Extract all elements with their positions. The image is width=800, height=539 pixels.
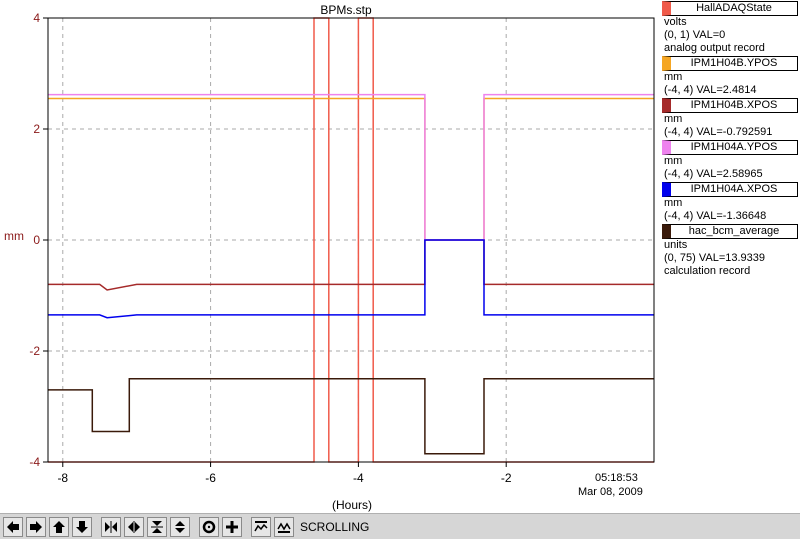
y-tick-label: -4 <box>29 455 40 469</box>
y-axis-label: mm <box>4 229 24 243</box>
legend-record: analog output record <box>664 42 765 54</box>
legend-units: mm <box>664 113 683 125</box>
series-line-hac-bcm-average <box>48 378 654 455</box>
legend-units: mm <box>664 155 683 167</box>
zoom-in-icon[interactable] <box>222 516 242 537</box>
arrow-right-icon[interactable] <box>26 516 46 537</box>
legend-units: volts <box>664 16 687 28</box>
time-readout: 05:18:53 <box>595 472 638 484</box>
legend-name: IPM1H04B.XPOS <box>662 98 798 113</box>
legend-range: (-4, 4) VAL=-1.36648 <box>664 210 767 222</box>
date-readout: Mar 08, 2009 <box>578 486 643 498</box>
chart-title: BPMs.stp <box>320 3 372 17</box>
toolbar: SCROLLING <box>0 513 800 539</box>
expand-horizontal-icon[interactable] <box>124 516 144 537</box>
series-line-ipm1h04b-ypos <box>48 97 654 241</box>
y-tick-label: 2 <box>33 122 40 136</box>
legend: HallADAQState volts (0, 1) VAL=0 analog … <box>660 0 800 278</box>
arrow-left-icon[interactable] <box>3 516 23 537</box>
compress-horizontal-icon[interactable] <box>101 516 121 537</box>
legend-name: IPM1H04A.YPOS <box>662 140 798 155</box>
legend-units: mm <box>664 197 683 209</box>
legend-entry-ipm1h04b-xpos[interactable]: IPM1H04B.XPOS mm (-4, 4) VAL=-0.792591 <box>660 98 800 139</box>
legend-name: IPM1H04B.YPOS <box>662 56 798 71</box>
compress-vertical-icon[interactable] <box>147 516 167 537</box>
legend-name: IPM1H04A.XPOS <box>662 182 798 197</box>
series-line-ipm1h04a-ypos <box>48 93 654 241</box>
scroll-mode-icon[interactable] <box>274 516 294 537</box>
legend-name: HallADAQState <box>662 1 798 16</box>
arrow-up-icon[interactable] <box>49 516 69 537</box>
expand-vertical-icon[interactable] <box>170 516 190 537</box>
legend-entry-ipm1h04a-ypos[interactable]: IPM1H04A.YPOS mm (-4, 4) VAL=2.58965 <box>660 140 800 181</box>
legend-entry-ipm1h04b-ypos[interactable]: IPM1H04B.YPOS mm (-4, 4) VAL=2.4814 <box>660 56 800 97</box>
legend-record: calculation record <box>664 265 751 277</box>
legend-range: (0, 75) VAL=13.9339 <box>664 252 766 264</box>
legend-name: hac_bcm_average <box>662 224 798 239</box>
x-tick-label: -4 <box>353 471 364 485</box>
x-tick-label: -6 <box>205 471 216 485</box>
series-line-ipm1h04b-xpos <box>48 239 654 291</box>
y-tick-label: -2 <box>29 344 40 358</box>
legend-units: mm <box>664 71 683 83</box>
x-tick-label: -8 <box>57 471 68 485</box>
x-axis-label: (Hours) <box>332 498 372 512</box>
legend-range: (0, 1) VAL=0 <box>664 29 726 41</box>
legend-range: (-4, 4) VAL=-0.792591 <box>664 126 773 138</box>
legend-entry-hac-bcm-average[interactable]: hac_bcm_average units (0, 75) VAL=13.933… <box>660 224 800 278</box>
arrow-down-icon[interactable] <box>72 516 92 537</box>
legend-range: (-4, 4) VAL=2.4814 <box>664 84 757 96</box>
legend-entry-hallaqdaqstate[interactable]: HallADAQState volts (0, 1) VAL=0 analog … <box>660 1 800 55</box>
autoscale-icon[interactable] <box>251 516 271 537</box>
legend-units: units <box>664 239 688 251</box>
y-tick-label: 4 <box>33 11 40 25</box>
series-line-ipm1h04a-xpos <box>48 239 654 319</box>
legend-entry-ipm1h04a-xpos[interactable]: IPM1H04A.XPOS mm (-4, 4) VAL=-1.36648 <box>660 182 800 223</box>
x-tick-label: -2 <box>501 471 512 485</box>
strip-chart: BPMs.stp mm (Hours) -8 -6 -4 -2 -4 -2 0 2 4 <box>4 3 655 512</box>
y-tick-label: 0 <box>33 233 40 247</box>
zoom-out-icon[interactable] <box>199 516 219 537</box>
mode-label: SCROLLING <box>300 519 370 534</box>
legend-range: (-4, 4) VAL=2.58965 <box>664 168 763 180</box>
